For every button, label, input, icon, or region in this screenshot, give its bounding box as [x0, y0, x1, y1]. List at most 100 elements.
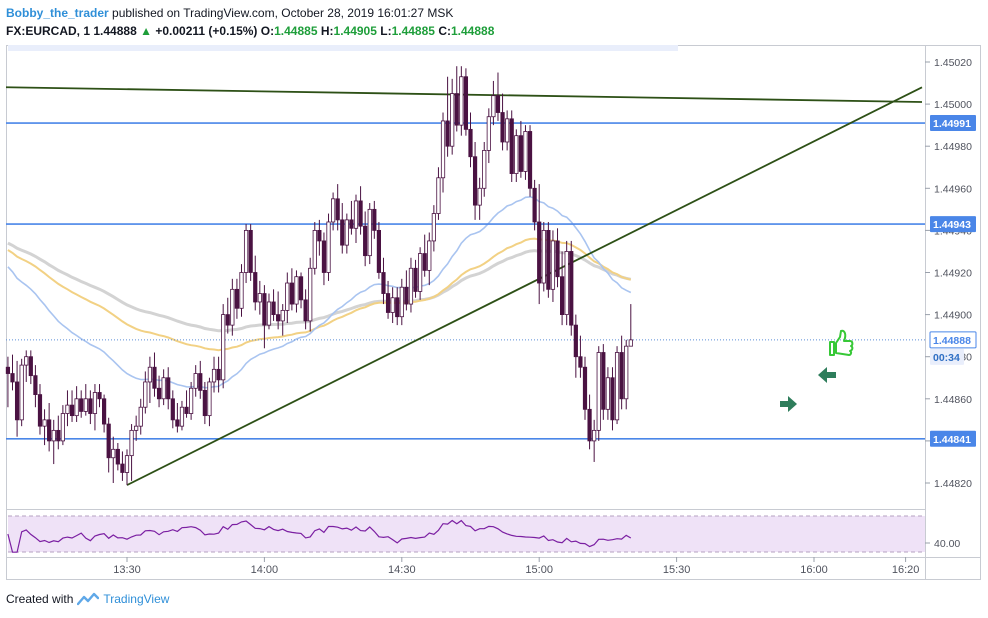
- candle-up: [143, 381, 148, 408]
- candle-down: [463, 76, 469, 130]
- candle-down: [468, 128, 473, 158]
- candle-up: [605, 377, 611, 410]
- arrow-right-icon: [780, 396, 797, 412]
- ma-gray-line: [7, 241, 632, 333]
- candle-up: [628, 339, 633, 347]
- candle-up: [147, 366, 152, 383]
- price-label-box: [930, 430, 976, 447]
- candle-up: [482, 150, 487, 189]
- candle-down: [555, 240, 560, 278]
- candle-down: [349, 219, 354, 229]
- candle-down: [582, 366, 588, 410]
- candle-up: [592, 429, 597, 442]
- candle-down: [152, 366, 157, 389]
- candle-up: [257, 293, 262, 303]
- candle-up: [491, 95, 496, 118]
- candle-up: [353, 200, 359, 229]
- candle-down: [56, 429, 61, 442]
- candle-up: [124, 455, 130, 473]
- candle-up: [138, 406, 143, 427]
- candle-down: [381, 272, 386, 294]
- candle-up: [486, 116, 491, 151]
- price-tick-label: 1.44860: [934, 394, 972, 406]
- candle-up: [266, 301, 272, 326]
- candle-down: [69, 404, 75, 417]
- close-value: 1.44888: [450, 24, 495, 38]
- candle-down: [202, 389, 207, 417]
- candle-up: [505, 118, 510, 143]
- candle-down: [289, 282, 294, 305]
- candle-up: [207, 381, 212, 417]
- candle-up: [243, 229, 249, 273]
- author-name[interactable]: Bobby_the_trader: [6, 6, 109, 20]
- candle-down: [276, 314, 281, 322]
- candles: [5, 66, 633, 486]
- candle-down: [33, 375, 38, 395]
- candle-down: [560, 276, 565, 315]
- candle-down: [532, 187, 537, 223]
- candle-down: [395, 297, 400, 318]
- price-tick-label: 1.44980: [934, 141, 972, 153]
- candle-down: [321, 240, 327, 273]
- candle-down: [120, 463, 125, 473]
- time-tick-label: 16:20: [892, 564, 920, 576]
- candle-down: [175, 419, 180, 427]
- candle-down: [619, 352, 624, 400]
- price-tick-label: 1.44920: [934, 268, 972, 280]
- rsi-indicator: 40.00: [7, 515, 960, 553]
- footer: Created with TradingView: [6, 592, 169, 606]
- candle-up: [60, 413, 65, 442]
- price-label-box: [929, 331, 977, 349]
- ma-blue-line: [7, 196, 632, 389]
- candle-down: [385, 293, 391, 313]
- candle-up: [344, 219, 349, 246]
- candle-up: [541, 229, 546, 284]
- close-label: C:: [438, 24, 451, 38]
- candle-up: [83, 398, 88, 412]
- candle-up: [564, 251, 569, 315]
- candle-up: [436, 177, 441, 214]
- candle-down: [184, 406, 189, 414]
- support-trendline: [126, 86, 923, 486]
- candle-up: [367, 208, 372, 257]
- arrow-left-icon: [818, 367, 836, 383]
- candle-down: [216, 368, 221, 381]
- candle-down: [10, 373, 15, 383]
- candle-up: [408, 267, 414, 305]
- candle-up: [294, 276, 299, 305]
- publish-line: Bobby_the_trader published on TradingVie…: [6, 4, 494, 22]
- price-change: +0.00211 (+0.15%): [155, 24, 258, 38]
- candle-down: [303, 299, 308, 322]
- high-label: H:: [320, 24, 334, 38]
- candle-up: [431, 213, 436, 242]
- tradingview-brand[interactable]: TradingView: [103, 592, 170, 606]
- candle-down: [156, 387, 162, 400]
- candle-down: [472, 156, 478, 206]
- publish-info: published on TradingView.com, October 28…: [108, 6, 454, 20]
- candle-down: [106, 423, 111, 459]
- candle-down: [500, 112, 505, 143]
- candle-down: [495, 95, 501, 113]
- countdown-label: 00:34: [933, 352, 960, 364]
- candle-down: [88, 398, 93, 414]
- candle-up: [42, 419, 47, 427]
- candle-up: [399, 286, 404, 318]
- candle-up: [24, 356, 29, 366]
- high-value: 1.44905: [333, 24, 377, 38]
- candle-up: [161, 377, 166, 400]
- candle-up: [280, 309, 285, 322]
- header-highlight: [8, 45, 678, 51]
- candle-down: [454, 93, 459, 126]
- candle-down: [335, 198, 340, 221]
- candle-down: [37, 394, 43, 427]
- low-label: L:: [380, 24, 392, 38]
- candle-up: [189, 387, 194, 414]
- ma-yellow-line: [7, 237, 632, 352]
- candle-up: [193, 373, 198, 389]
- candle-down: [587, 408, 592, 442]
- candle-up: [440, 120, 446, 179]
- open-value: 1.44885: [274, 24, 318, 38]
- candle-down: [28, 356, 33, 377]
- candle-down: [340, 219, 345, 246]
